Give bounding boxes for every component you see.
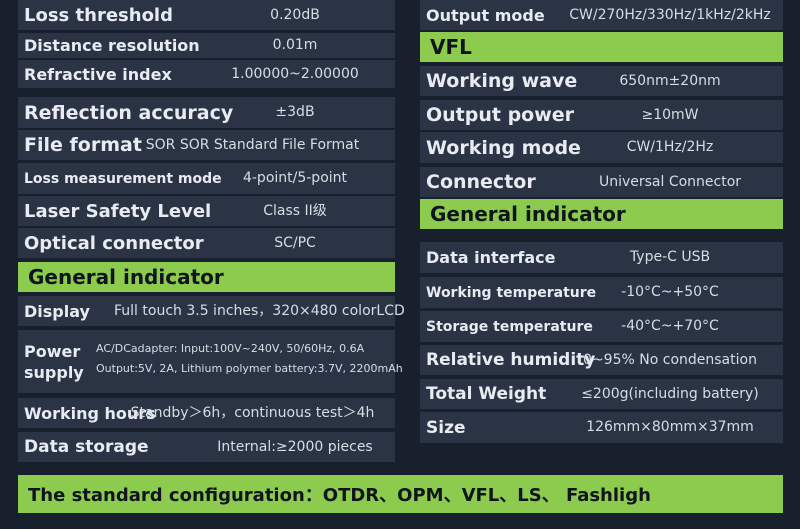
spec-value: -40°C~+70°C: [621, 318, 719, 334]
spec-row: [420, 412, 783, 443]
spec-row: [420, 66, 783, 96]
footer-banner: The standard configuration：OTDR、OPM、VFL、…: [18, 475, 783, 513]
spec-value-line: AC/DCadapter: Input:100V~240V, 50/60Hz, …: [96, 342, 365, 355]
spec-row: [18, 196, 395, 226]
spec-value: 4-point/5-point: [242, 170, 348, 186]
spec-value: ≥10mW: [641, 107, 699, 123]
spec-label: Working wave: [426, 70, 578, 92]
spec-value: 650nm±20nm: [619, 73, 721, 89]
spec-value: CW/270Hz/330Hz/1kHz/2kHz: [569, 7, 771, 23]
spec-row: [18, 130, 395, 160]
spec-label: Optical connector: [24, 232, 204, 254]
spec-value: CW/1Hz/2Hz: [626, 139, 714, 155]
spec-value: Internal:≥2000 pieces: [217, 439, 373, 455]
section-heading: General indicator: [18, 262, 395, 292]
spec-label: Working hours: [24, 403, 156, 423]
spec-label: Distance resolution: [24, 36, 200, 55]
section-heading: VFL: [420, 32, 783, 62]
spec-label: Data storage: [24, 437, 149, 457]
spec-label: Storage temperature: [426, 318, 593, 335]
spec-row: [18, 228, 395, 258]
spec-value: 126mm×80mm×37mm: [586, 419, 754, 435]
spec-label: Display: [24, 301, 90, 321]
section-heading: General indicator: [420, 199, 783, 229]
spec-row: [18, 0, 395, 30]
spec-value: 1.00000~2.00000: [231, 66, 359, 82]
spec-row: [18, 296, 395, 326]
spec-value: Class II级: [263, 203, 327, 219]
spec-value: Universal Connector: [598, 174, 742, 190]
spec-row: [18, 60, 395, 88]
spec-value: ≤200g(including battery): [581, 386, 759, 402]
spec-value: ±3dB: [275, 104, 315, 120]
spec-value: -10°C~+50°C: [621, 284, 719, 300]
spec-label: File format: [24, 134, 142, 156]
spec-row: [18, 432, 395, 462]
spec-value-line: Output:5V, 2A, Lithium polymer battery:3…: [96, 362, 403, 375]
spec-row: [18, 33, 395, 58]
spec-row: [420, 167, 783, 197]
spec-label: Relative humidity: [426, 350, 596, 370]
spec-label: Size: [426, 417, 466, 438]
spec-label: Working temperature: [426, 284, 597, 301]
spec-label: Total Weight: [426, 384, 547, 404]
spec-row: [420, 277, 783, 308]
spec-row: [420, 345, 783, 375]
spec-label: Laser Safety Level: [24, 200, 212, 222]
spec-row: [18, 163, 395, 194]
spec-label: Refractive index: [24, 64, 172, 84]
spec-row: [18, 398, 395, 428]
spec-value: 0~95% No condensation: [583, 352, 757, 368]
spec-label: Working mode: [426, 136, 581, 159]
spec-row: [420, 132, 783, 163]
spec-value: Standby＞6h，continuous test＞4h: [130, 405, 375, 421]
spec-value: 0.20dB: [270, 7, 320, 23]
spec-label: Output power: [426, 104, 575, 126]
spec-row: [18, 97, 395, 128]
spec-row: [420, 311, 783, 342]
spec-label: Loss threshold: [24, 4, 173, 26]
spec-label: Connector: [426, 171, 536, 193]
spec-label: Output mode: [426, 5, 545, 25]
spec-value: Type-C USB: [629, 249, 711, 265]
spec-value: SC/PC: [274, 235, 316, 251]
spec-row: [420, 100, 783, 130]
spec-row: [420, 242, 783, 273]
spec-value: SOR SOR Standard File Format: [145, 137, 360, 153]
spec-label: Power supply: [24, 341, 84, 382]
spec-value: 0.01m: [272, 37, 318, 53]
spec-row: [420, 0, 783, 30]
spec-label: Data interface: [426, 248, 556, 267]
spec-row: [18, 330, 395, 393]
spec-value: Full touch 3.5 inches，320×480 colorLCD: [114, 303, 405, 319]
spec-label: Loss measurement mode: [24, 170, 222, 187]
spec-label: Reflection accuracy: [24, 101, 234, 124]
spec-row: [420, 379, 783, 409]
